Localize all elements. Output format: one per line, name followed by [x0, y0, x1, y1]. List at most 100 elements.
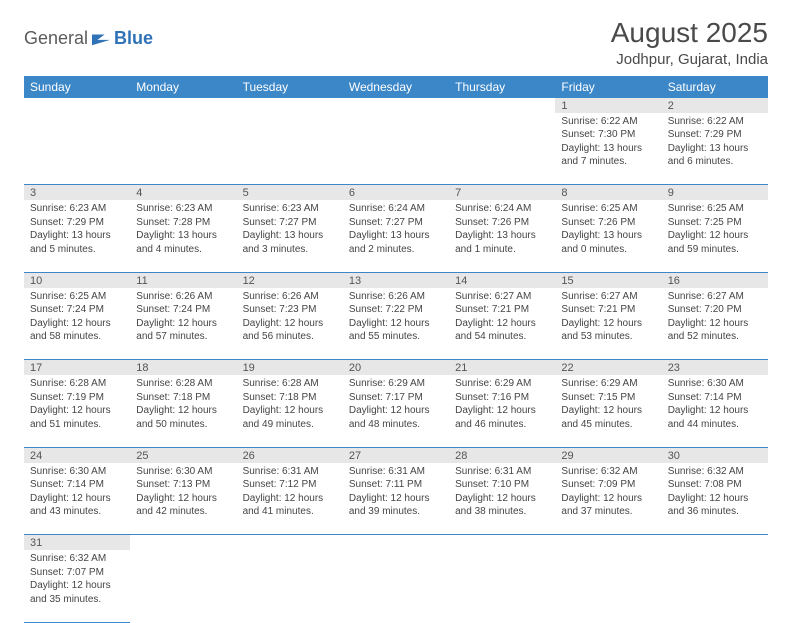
sunset-text: Sunset: 7:24 PM [30, 303, 124, 317]
day-number-cell: 8 [555, 185, 661, 201]
day-number-cell: 1 [555, 98, 661, 113]
weekday-header: Wednesday [343, 76, 449, 98]
sunrise-text: Sunrise: 6:32 AM [668, 465, 762, 479]
sunset-text: Sunset: 7:21 PM [455, 303, 549, 317]
day-number-cell: 24 [24, 447, 130, 463]
day-cell: Sunrise: 6:28 AMSunset: 7:18 PMDaylight:… [237, 375, 343, 447]
day-number-cell: 12 [237, 272, 343, 288]
daylight-text: Daylight: 12 hours and 57 minutes. [136, 317, 230, 344]
sunset-text: Sunset: 7:13 PM [136, 478, 230, 492]
sunset-text: Sunset: 7:26 PM [561, 216, 655, 230]
day-number-cell: 9 [662, 185, 768, 201]
sunrise-text: Sunrise: 6:24 AM [349, 202, 443, 216]
day-number-cell: 5 [237, 185, 343, 201]
day-number-cell: 14 [449, 272, 555, 288]
day-number-cell [24, 98, 130, 113]
sunrise-text: Sunrise: 6:31 AM [349, 465, 443, 479]
sunrise-text: Sunrise: 6:22 AM [561, 115, 655, 129]
day-details: Sunrise: 6:31 AMSunset: 7:11 PMDaylight:… [343, 463, 449, 523]
sunset-text: Sunset: 7:10 PM [455, 478, 549, 492]
sunset-text: Sunset: 7:25 PM [668, 216, 762, 230]
day-number-cell: 17 [24, 360, 130, 376]
day-details: Sunrise: 6:28 AMSunset: 7:19 PMDaylight:… [24, 375, 130, 435]
calendar-table: Sunday Monday Tuesday Wednesday Thursday… [24, 76, 768, 623]
sunrise-text: Sunrise: 6:32 AM [30, 552, 124, 566]
sunrise-text: Sunrise: 6:26 AM [136, 290, 230, 304]
day-details: Sunrise: 6:24 AMSunset: 7:26 PMDaylight:… [449, 200, 555, 260]
daylight-text: Daylight: 13 hours and 7 minutes. [561, 142, 655, 169]
day-cell: Sunrise: 6:32 AMSunset: 7:09 PMDaylight:… [555, 463, 661, 535]
day-cell: Sunrise: 6:28 AMSunset: 7:19 PMDaylight:… [24, 375, 130, 447]
day-details: Sunrise: 6:25 AMSunset: 7:24 PMDaylight:… [24, 288, 130, 348]
brand-text-2: Blue [114, 28, 153, 49]
day-number-cell: 25 [130, 447, 236, 463]
day-details: Sunrise: 6:32 AMSunset: 7:07 PMDaylight:… [24, 550, 130, 610]
sunset-text: Sunset: 7:18 PM [243, 391, 337, 405]
day-number-cell [130, 535, 236, 551]
day-cell [449, 113, 555, 185]
day-number-cell [343, 535, 449, 551]
day-number-cell: 28 [449, 447, 555, 463]
sunrise-text: Sunrise: 6:32 AM [561, 465, 655, 479]
day-cell: Sunrise: 6:29 AMSunset: 7:17 PMDaylight:… [343, 375, 449, 447]
day-cell: Sunrise: 6:23 AMSunset: 7:28 PMDaylight:… [130, 200, 236, 272]
day-number-cell: 26 [237, 447, 343, 463]
day-cell: Sunrise: 6:26 AMSunset: 7:22 PMDaylight:… [343, 288, 449, 360]
day-number-cell: 4 [130, 185, 236, 201]
sunrise-text: Sunrise: 6:26 AM [349, 290, 443, 304]
sunset-text: Sunset: 7:27 PM [243, 216, 337, 230]
day-details: Sunrise: 6:30 AMSunset: 7:14 PMDaylight:… [24, 463, 130, 523]
day-details-row: Sunrise: 6:32 AMSunset: 7:07 PMDaylight:… [24, 550, 768, 622]
day-number-cell: 20 [343, 360, 449, 376]
day-details: Sunrise: 6:29 AMSunset: 7:17 PMDaylight:… [343, 375, 449, 435]
sunrise-text: Sunrise: 6:28 AM [136, 377, 230, 391]
sunset-text: Sunset: 7:24 PM [136, 303, 230, 317]
daylight-text: Daylight: 12 hours and 52 minutes. [668, 317, 762, 344]
day-number-cell: 7 [449, 185, 555, 201]
day-cell [343, 113, 449, 185]
weekday-header: Friday [555, 76, 661, 98]
daylight-text: Daylight: 12 hours and 49 minutes. [243, 404, 337, 431]
day-number-cell [449, 98, 555, 113]
day-cell: Sunrise: 6:30 AMSunset: 7:14 PMDaylight:… [24, 463, 130, 535]
sunrise-text: Sunrise: 6:26 AM [243, 290, 337, 304]
day-number-cell: 22 [555, 360, 661, 376]
day-number-cell [130, 98, 236, 113]
weekday-header: Tuesday [237, 76, 343, 98]
daylight-text: Daylight: 12 hours and 37 minutes. [561, 492, 655, 519]
sunrise-text: Sunrise: 6:30 AM [668, 377, 762, 391]
sunset-text: Sunset: 7:17 PM [349, 391, 443, 405]
daylight-text: Daylight: 12 hours and 43 minutes. [30, 492, 124, 519]
day-details: Sunrise: 6:22 AMSunset: 7:30 PMDaylight:… [555, 113, 661, 173]
daylight-text: Daylight: 12 hours and 39 minutes. [349, 492, 443, 519]
sunrise-text: Sunrise: 6:25 AM [561, 202, 655, 216]
day-cell: Sunrise: 6:31 AMSunset: 7:12 PMDaylight:… [237, 463, 343, 535]
sunrise-text: Sunrise: 6:23 AM [136, 202, 230, 216]
day-details: Sunrise: 6:27 AMSunset: 7:21 PMDaylight:… [555, 288, 661, 348]
day-number-cell: 15 [555, 272, 661, 288]
day-number-cell: 21 [449, 360, 555, 376]
daylight-text: Daylight: 12 hours and 45 minutes. [561, 404, 655, 431]
daylight-text: Daylight: 12 hours and 54 minutes. [455, 317, 549, 344]
day-number-cell: 2 [662, 98, 768, 113]
daylight-text: Daylight: 12 hours and 46 minutes. [455, 404, 549, 431]
day-cell: Sunrise: 6:24 AMSunset: 7:27 PMDaylight:… [343, 200, 449, 272]
sunrise-text: Sunrise: 6:29 AM [561, 377, 655, 391]
day-cell [449, 550, 555, 622]
location-subtitle: Jodhpur, Gujarat, India [611, 51, 768, 68]
sunset-text: Sunset: 7:29 PM [30, 216, 124, 230]
day-cell: Sunrise: 6:22 AMSunset: 7:30 PMDaylight:… [555, 113, 661, 185]
day-details: Sunrise: 6:29 AMSunset: 7:16 PMDaylight:… [449, 375, 555, 435]
sunrise-text: Sunrise: 6:28 AM [243, 377, 337, 391]
daylight-text: Daylight: 12 hours and 51 minutes. [30, 404, 124, 431]
sunset-text: Sunset: 7:20 PM [668, 303, 762, 317]
day-details: Sunrise: 6:30 AMSunset: 7:14 PMDaylight:… [662, 375, 768, 435]
daylight-text: Daylight: 12 hours and 59 minutes. [668, 229, 762, 256]
day-number-cell: 16 [662, 272, 768, 288]
day-details: Sunrise: 6:28 AMSunset: 7:18 PMDaylight:… [130, 375, 236, 435]
day-number-cell: 30 [662, 447, 768, 463]
day-cell: Sunrise: 6:26 AMSunset: 7:24 PMDaylight:… [130, 288, 236, 360]
day-details: Sunrise: 6:32 AMSunset: 7:09 PMDaylight:… [555, 463, 661, 523]
day-number-cell: 18 [130, 360, 236, 376]
day-cell: Sunrise: 6:23 AMSunset: 7:29 PMDaylight:… [24, 200, 130, 272]
